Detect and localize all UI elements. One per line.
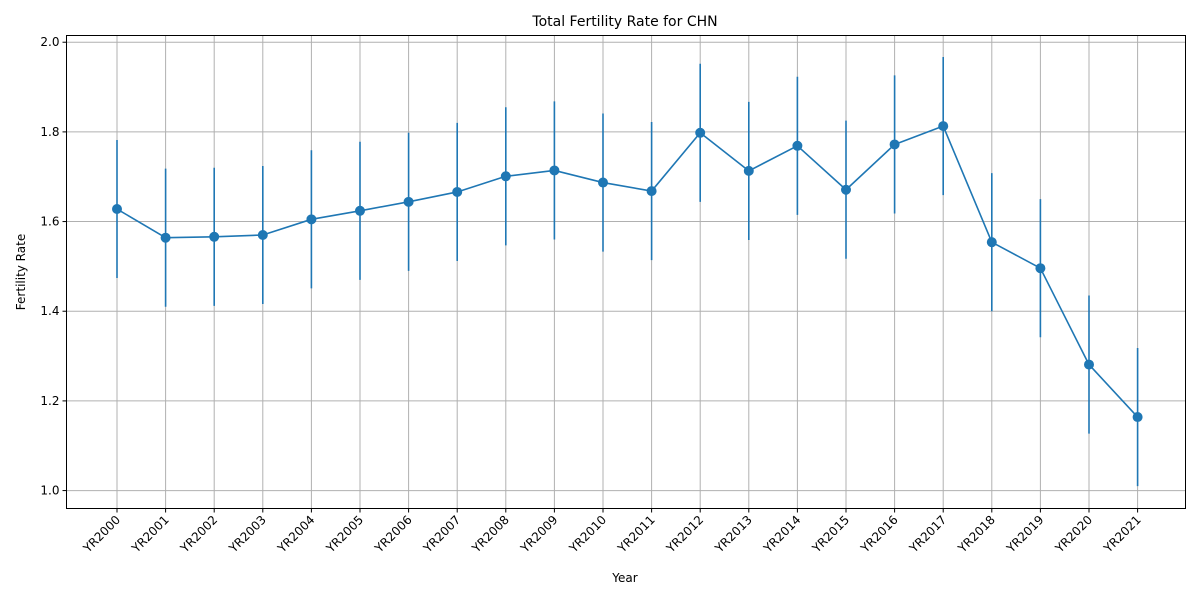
x-tick-label: YR2020 — [1052, 513, 1095, 556]
y-tick-label: 2.0 — [40, 35, 59, 49]
series-line — [116, 125, 1139, 418]
data-point — [306, 214, 317, 225]
x-tick-label: YR2019 — [1003, 513, 1046, 556]
axis-layer: YR2000 YR2001 YR2002 YR2003 YR2004 YR2005 YR20… — [40, 35, 1143, 556]
x-tick-label: YR2002 — [177, 513, 220, 556]
x-tick-label: YR2018 — [955, 513, 998, 556]
x-tick-label: YR2014 — [760, 513, 803, 556]
data-point — [160, 232, 171, 243]
data-point — [889, 139, 900, 150]
y-tick-label: 1.2 — [40, 394, 59, 408]
x-tick-label: YR2017 — [906, 513, 949, 556]
data-point — [792, 140, 803, 151]
data-point — [841, 184, 851, 195]
x-tick-label: YR2011 — [614, 513, 657, 556]
data-point — [355, 205, 365, 216]
x-tick-label: YR2015 — [809, 513, 852, 556]
data-point — [549, 165, 560, 176]
data-point — [257, 230, 268, 241]
data-point — [695, 127, 706, 138]
x-tick-label: YR2007 — [420, 513, 463, 556]
x-tick-label: YR2013 — [712, 513, 755, 556]
x-tick-label: YR2021 — [1100, 513, 1143, 556]
y-axis-label: Fertility Rate — [14, 234, 28, 310]
series-layer — [112, 57, 1143, 487]
data-point — [1084, 359, 1094, 370]
data-point — [986, 237, 997, 248]
data-point — [598, 177, 608, 188]
x-tick-label: YR2003 — [226, 513, 269, 556]
x-tick-label: YR2009 — [517, 513, 560, 556]
data-point — [938, 121, 949, 132]
data-point — [500, 171, 511, 182]
x-tick-label: YR2006 — [371, 513, 414, 556]
data-point — [646, 186, 657, 197]
data-point — [452, 186, 463, 197]
x-tick-label: YR2010 — [566, 513, 609, 556]
y-tick-label: 1.8 — [40, 125, 59, 139]
grid-layer — [66, 35, 1186, 509]
plot-frame — [66, 35, 1186, 509]
x-tick-label: YR2005 — [323, 513, 366, 556]
data-point — [743, 165, 754, 176]
chart-title: Total Fertility Rate for CHN — [531, 14, 717, 30]
data-point — [1035, 263, 1046, 274]
x-tick-label: YR2004 — [274, 513, 317, 556]
y-tick-label: 1.6 — [40, 215, 59, 229]
x-tick-label: YR2016 — [857, 513, 900, 556]
data-point — [403, 196, 414, 207]
x-tick-label: YR2001 — [128, 513, 171, 556]
x-tick-label: YR2012 — [663, 513, 706, 556]
x-tick-label: YR2000 — [80, 513, 123, 556]
data-point — [1132, 412, 1143, 423]
data-point — [209, 231, 220, 242]
x-axis-label: Year — [611, 571, 637, 585]
x-tick-label: YR2008 — [469, 513, 512, 556]
y-tick-label: 1.4 — [40, 304, 59, 318]
y-tick-label: 1.0 — [40, 484, 59, 498]
data-point — [112, 204, 122, 215]
